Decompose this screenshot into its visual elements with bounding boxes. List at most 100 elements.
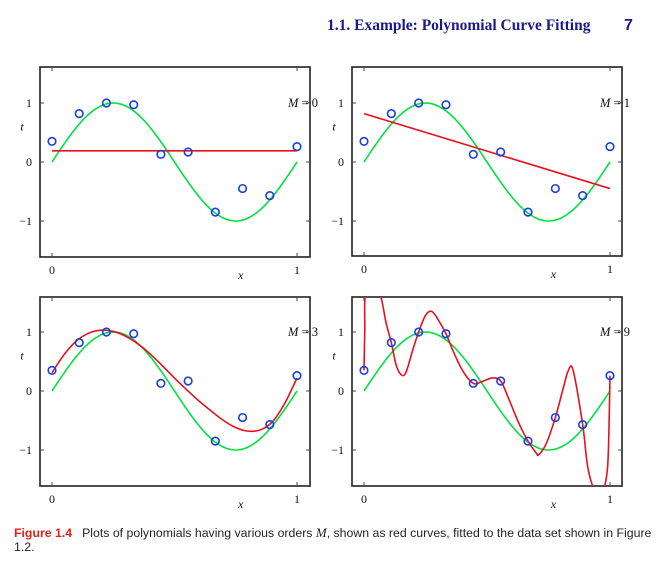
- panel-title: M = 9: [599, 325, 630, 339]
- y-tick-label: 1: [338, 325, 344, 339]
- data-point: [183, 376, 193, 386]
- data-point: [578, 191, 588, 201]
- title-symbol: M: [599, 96, 611, 110]
- fit-curve-line: [51, 329, 298, 433]
- x-tick-label: 0: [361, 262, 367, 276]
- data-point: [441, 329, 451, 339]
- data-point: [468, 149, 478, 159]
- panel-title: M = 1: [599, 96, 630, 110]
- page-number: 7: [624, 17, 633, 34]
- y-tick-label: 0: [338, 384, 344, 398]
- x-tick-label: 1: [294, 263, 300, 277]
- data-point: [292, 142, 302, 152]
- data-point: [605, 142, 615, 152]
- y-tick-label: 0: [26, 155, 32, 169]
- data-point: [129, 329, 139, 339]
- true-curve-line: [363, 331, 611, 451]
- data-point: [441, 100, 451, 110]
- data-point: [292, 371, 302, 381]
- y-tick-label: −1: [19, 443, 32, 457]
- caption-symbol: M: [315, 525, 327, 540]
- caption-text-before: Plots of polynomials having various orde…: [82, 526, 316, 540]
- true-curve-line: [363, 102, 611, 222]
- x-tick-label: 0: [49, 492, 55, 506]
- title-value: = 3: [298, 325, 318, 339]
- data-point: [74, 338, 84, 348]
- data-point: [237, 183, 248, 194]
- chart-panel-bottom-right: −1 0 1 0 1 x t M = 9: [331, 296, 630, 511]
- data-point: [414, 327, 424, 337]
- caption-label: Figure 1.4: [14, 526, 73, 540]
- data-point: [101, 327, 112, 337]
- true-curve-line: [51, 331, 298, 451]
- data-point: [359, 136, 369, 146]
- title-value: = 1: [610, 96, 630, 110]
- true-curve-line: [51, 102, 298, 222]
- data-point: [210, 436, 220, 446]
- data-point: [578, 420, 588, 430]
- y-axis-label: t: [332, 120, 336, 134]
- data-point: [265, 420, 275, 430]
- data-point: [414, 98, 424, 108]
- plot-area: [51, 329, 298, 451]
- section-title: 1.1. Example: Polynomial Curve Fitting: [327, 17, 591, 34]
- plot-area: [363, 297, 611, 486]
- data-point: [129, 100, 139, 110]
- data-point: [386, 338, 396, 348]
- data-point: [496, 376, 506, 386]
- data-point: [156, 149, 166, 159]
- data-point: [496, 147, 506, 157]
- data-point: [183, 147, 193, 157]
- data-point: [550, 183, 560, 194]
- data-point: [550, 412, 560, 423]
- y-tick-label: 1: [338, 96, 344, 110]
- data-point: [468, 378, 478, 388]
- data-point: [47, 136, 57, 146]
- x-tick-label: 0: [49, 263, 55, 277]
- x-tick-label: 1: [607, 262, 613, 276]
- title-value: = 0: [298, 96, 318, 110]
- data-point: [523, 436, 533, 446]
- chart-panel-bottom-left: −1 0 1 0 1 x t M = 3: [19, 296, 318, 511]
- page-header: 1.1. Example: Polynomial Curve Fitting 7: [0, 17, 660, 39]
- x-axis-label: x: [237, 268, 244, 282]
- data-point: [386, 109, 396, 119]
- data-point: [74, 109, 84, 119]
- figure-caption: Figure 1.4 Plots of polynomials having va…: [14, 525, 654, 555]
- y-axis-label: t: [20, 120, 24, 134]
- y-tick-label: −1: [331, 214, 344, 228]
- y-axis-label: t: [20, 349, 24, 363]
- title-symbol: M: [287, 325, 299, 339]
- data-point: [237, 412, 248, 423]
- x-axis-label: x: [237, 497, 244, 511]
- y-tick-label: −1: [331, 443, 344, 457]
- title-symbol: M: [287, 96, 299, 110]
- y-axis-label: t: [332, 349, 336, 363]
- caption-text-after: , shown as red curves, fitted to the dat…: [14, 526, 652, 554]
- panel-title: M = 3: [287, 325, 318, 339]
- x-tick-label: 0: [361, 492, 367, 506]
- y-tick-label: 1: [26, 325, 32, 339]
- y-tick-label: 0: [338, 155, 344, 169]
- title-symbol: M: [599, 325, 611, 339]
- data-point: [210, 207, 220, 217]
- x-axis-label: x: [550, 267, 557, 281]
- fit-curve-line: [363, 112, 611, 190]
- plot-area: [363, 102, 611, 222]
- chart-panel-top-right: −1 0 1 0 1 x t M = 1: [331, 66, 630, 281]
- panel-title: M = 0: [287, 96, 318, 110]
- title-value: = 9: [610, 325, 630, 339]
- data-point: [265, 191, 275, 201]
- chart-panel-top-left: −1 0 1 0 1 x t M = 0: [19, 66, 318, 282]
- data-point: [605, 371, 615, 381]
- data-point: [359, 365, 369, 375]
- plot-area: [51, 102, 298, 222]
- data-point: [523, 207, 533, 217]
- x-tick-label: 1: [294, 492, 300, 506]
- x-axis-label: x: [550, 497, 557, 511]
- y-tick-label: 0: [26, 384, 32, 398]
- y-tick-label: −1: [19, 214, 32, 228]
- data-point: [47, 365, 57, 375]
- data-point: [156, 378, 166, 388]
